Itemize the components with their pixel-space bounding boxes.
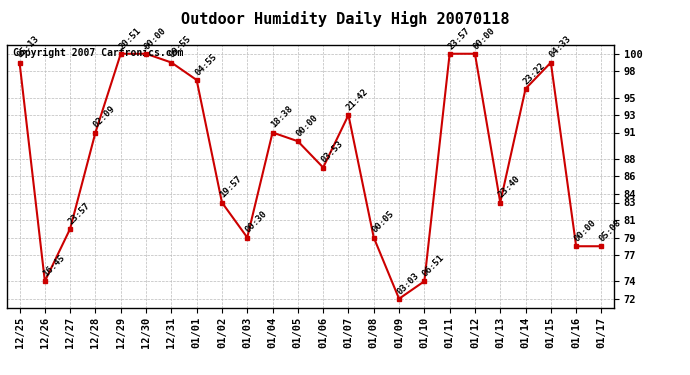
Text: 04:55: 04:55 [193,52,219,77]
Text: 00:00: 00:00 [471,26,497,51]
Text: 03:53: 03:53 [319,140,345,165]
Text: 19:57: 19:57 [218,174,244,200]
Text: 21:42: 21:42 [345,87,371,112]
Text: 00:05: 00:05 [370,209,395,235]
Text: 05:08: 05:08 [598,218,623,243]
Text: 23:22: 23:22 [522,61,547,86]
Text: 18:38: 18:38 [269,104,295,130]
Text: 23:57: 23:57 [446,26,471,51]
Text: 03:03: 03:03 [395,271,421,296]
Text: 09:55: 09:55 [168,34,193,60]
Text: 00:00: 00:00 [142,26,168,51]
Text: 05:13: 05:13 [16,34,41,60]
Text: 00:00: 00:00 [294,113,319,138]
Text: 00:00: 00:00 [573,218,598,243]
Text: 23:57: 23:57 [66,201,92,226]
Text: 06:51: 06:51 [421,253,446,279]
Text: 23:40: 23:40 [497,174,522,200]
Text: 00:30: 00:30 [244,209,269,235]
Text: 04:33: 04:33 [547,34,573,60]
Text: 20:51: 20:51 [117,26,143,51]
Text: 02:09: 02:09 [92,104,117,130]
Text: Copyright 2007 Cartronics.com: Copyright 2007 Cartronics.com [13,48,184,58]
Text: Outdoor Humidity Daily High 20070118: Outdoor Humidity Daily High 20070118 [181,11,509,27]
Text: 16:45: 16:45 [41,253,67,279]
